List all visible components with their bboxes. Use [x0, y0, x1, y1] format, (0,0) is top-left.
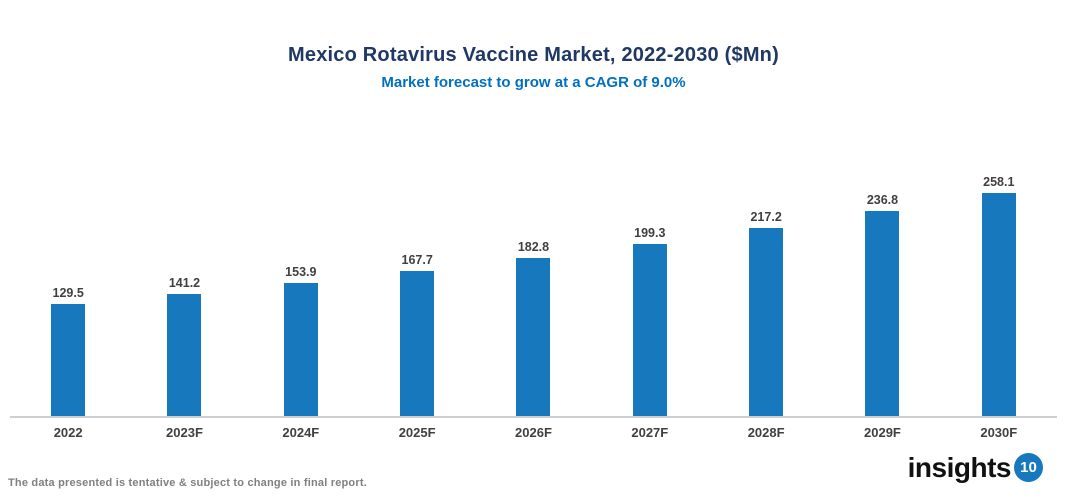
- bar-column: 129.5: [10, 286, 126, 416]
- x-axis-label: 2026F: [515, 425, 552, 440]
- bar-column: 167.7: [359, 253, 475, 416]
- x-axis-label: 2028F: [747, 425, 785, 440]
- bar-value-label: 258.1: [983, 175, 1015, 189]
- bar: [283, 283, 318, 416]
- plot-area: 129.5 141.2 153.9 167.7 182.8 199.3 217.2 236.8…: [10, 175, 1057, 418]
- bar-value-label: 129.5: [52, 286, 84, 300]
- x-axis-label: 2030F: [980, 425, 1018, 440]
- x-axis-label: 2022: [53, 425, 83, 440]
- bar-column: 141.2: [126, 276, 242, 416]
- bar-column: 182.8: [475, 240, 591, 416]
- bar: [51, 304, 86, 416]
- bar-chart: 129.5 141.2 153.9 167.7 182.8 199.3 217.2 236.8…: [10, 175, 1057, 440]
- x-axis-label: 2025F: [398, 425, 436, 440]
- disclaimer-text: The data presented is tentative & subjec…: [8, 477, 367, 489]
- bar: [632, 244, 667, 416]
- chart-subtitle: Market forecast to grow at a CAGR of 9.0…: [381, 74, 686, 91]
- bar-column: 258.1: [941, 175, 1057, 416]
- logo-badge: 10: [1014, 453, 1043, 482]
- logo-wordmark: insights: [907, 451, 1012, 483]
- bar: [167, 294, 202, 416]
- bar-value-label: 182.8: [517, 240, 550, 254]
- bar-value-label: 199.3: [634, 226, 666, 240]
- insights10-logo: insights 10: [908, 453, 1043, 482]
- bar: [865, 211, 900, 416]
- x-axis-label: 2023F: [166, 425, 203, 440]
- bar-value-label: 236.8: [866, 193, 899, 207]
- bar-column: 153.9: [243, 265, 359, 416]
- chart-title: Mexico Rotavirus Vaccine Market, 2022-20…: [288, 44, 779, 66]
- bar-value-label: 167.7: [401, 253, 433, 267]
- bar-value-label: 153.9: [285, 265, 317, 279]
- x-axis-label: 2027F: [631, 425, 669, 440]
- bar-column: 217.2: [708, 210, 824, 416]
- chart-canvas: Mexico Rotavirus Vaccine Market, 2022-20…: [0, 44, 1067, 498]
- bar: [400, 271, 435, 416]
- bar-column: 199.3: [592, 226, 708, 416]
- bar-value-label: 217.2: [750, 210, 782, 224]
- bar-value-label: 141.2: [168, 276, 201, 290]
- bar: [981, 193, 1016, 416]
- bar: [749, 228, 784, 416]
- x-axis-label: 2029F: [864, 425, 901, 440]
- x-axis-label: 2024F: [282, 425, 320, 440]
- x-axis: 2022 2023F 2024F 2025F 2026F 2027F 2028F 2029F 2…: [10, 418, 1057, 440]
- bar: [516, 258, 551, 416]
- bar-column: 236.8: [824, 193, 940, 416]
